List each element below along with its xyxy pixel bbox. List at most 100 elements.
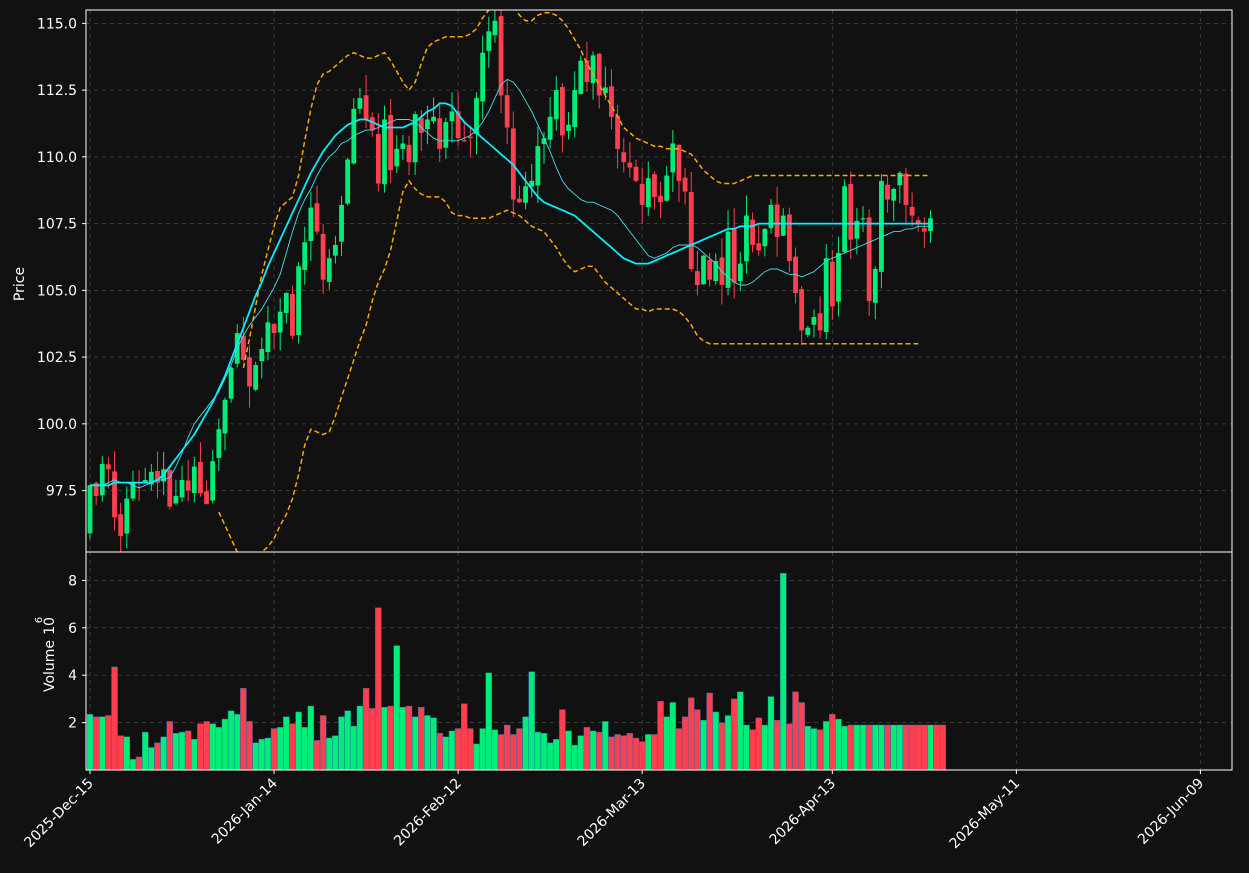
volume-bar: [129, 759, 137, 770]
volume-bar: [896, 724, 904, 770]
candle-body: [498, 16, 504, 96]
candle-body: [909, 206, 915, 216]
volume-bar: [191, 738, 198, 770]
volume-bar: [933, 724, 940, 770]
price-tick-label: 105.0: [37, 283, 77, 299]
volume-bar: [430, 717, 437, 770]
candle-body: [639, 183, 645, 205]
volume-bar: [878, 724, 885, 770]
candle-body: [584, 60, 590, 83]
volume-bar: [313, 740, 321, 770]
candle-body: [529, 180, 535, 187]
volume-bar: [344, 710, 351, 770]
candle-body: [99, 463, 105, 496]
volume-bars: [86, 573, 946, 770]
candle-body: [437, 118, 443, 149]
candle-body: [541, 138, 547, 145]
candle-body: [694, 271, 700, 286]
candle-body: [786, 214, 792, 261]
volume-bar: [908, 724, 916, 770]
candle-body: [412, 114, 418, 163]
volume-bar: [86, 714, 94, 770]
volume-bar: [645, 734, 652, 770]
volume-bar: [730, 698, 738, 770]
candle-body: [559, 87, 565, 136]
candle-body: [394, 148, 400, 167]
price-tick-label: 102.5: [37, 350, 77, 366]
volume-bar: [276, 727, 284, 770]
candle-body: [283, 293, 289, 313]
candle-body: [326, 258, 332, 282]
volume-bar: [246, 721, 253, 770]
candle-body: [866, 217, 872, 302]
volume-bar: [638, 741, 646, 770]
candle-body: [897, 172, 903, 186]
candle-body: [339, 204, 344, 242]
candle-body: [707, 259, 713, 280]
volume-bar: [117, 735, 124, 770]
volume-bar: [289, 723, 296, 770]
volume-bar: [865, 724, 873, 770]
volume-bar: [700, 720, 707, 770]
candle-body: [615, 115, 621, 149]
candles: [87, 10, 933, 552]
candle-body: [621, 152, 627, 163]
volume-bar: [467, 728, 474, 770]
volume-bar: [503, 724, 511, 770]
volume-bar: [166, 721, 173, 770]
volume-bar: [798, 702, 805, 770]
volume-bar: [553, 738, 560, 770]
candle-body: [836, 252, 841, 302]
candle-body: [185, 480, 191, 491]
volume-bar: [663, 716, 670, 770]
volume-bar: [737, 691, 744, 770]
volume-bar: [614, 734, 621, 770]
volume-bar: [424, 715, 431, 770]
volume-bar: [142, 731, 149, 770]
volume-bar: [835, 718, 842, 770]
price-tick-label: 110.0: [37, 150, 77, 166]
volume-bar: [448, 730, 456, 770]
slow-moving-average-line: [90, 102, 931, 487]
candle-body: [179, 479, 185, 498]
candle-body: [455, 111, 461, 139]
candle-body: [118, 514, 124, 536]
candle-body: [517, 198, 522, 203]
volume-bar: [602, 721, 609, 770]
candle-body: [523, 186, 528, 203]
volume-bar: [399, 707, 407, 770]
volume-bar: [319, 715, 327, 770]
candle-body: [106, 464, 111, 470]
candle-body: [345, 159, 351, 204]
candle-body: [664, 175, 670, 201]
candle-body: [829, 261, 835, 307]
candle-body: [357, 98, 363, 109]
volume-bar: [872, 724, 879, 770]
volume-bar: [375, 607, 382, 770]
volume-bar: [890, 724, 897, 770]
volume-bar: [326, 737, 333, 770]
candle-body: [879, 180, 884, 272]
candle-body: [535, 146, 541, 186]
candle-body: [480, 52, 486, 102]
candle-body: [351, 108, 357, 164]
volume-bar: [534, 731, 542, 770]
candle-body: [780, 215, 786, 236]
candle-body: [596, 53, 602, 96]
candle-body: [265, 322, 271, 353]
candle-body: [688, 191, 694, 269]
price-tick-label: 115.0: [37, 16, 77, 32]
candle-body: [130, 482, 136, 499]
volume-bar: [203, 721, 210, 770]
volume-bar: [859, 724, 867, 770]
volume-bar: [356, 705, 364, 770]
candle-body: [308, 207, 314, 241]
candle-body: [467, 136, 473, 139]
volume-bar: [675, 728, 683, 770]
volume-bar: [411, 716, 419, 770]
candle-body: [737, 263, 743, 281]
candle-body: [921, 228, 927, 232]
volume-bar: [921, 724, 928, 770]
candle-body: [375, 133, 381, 184]
candle-body: [222, 399, 228, 434]
